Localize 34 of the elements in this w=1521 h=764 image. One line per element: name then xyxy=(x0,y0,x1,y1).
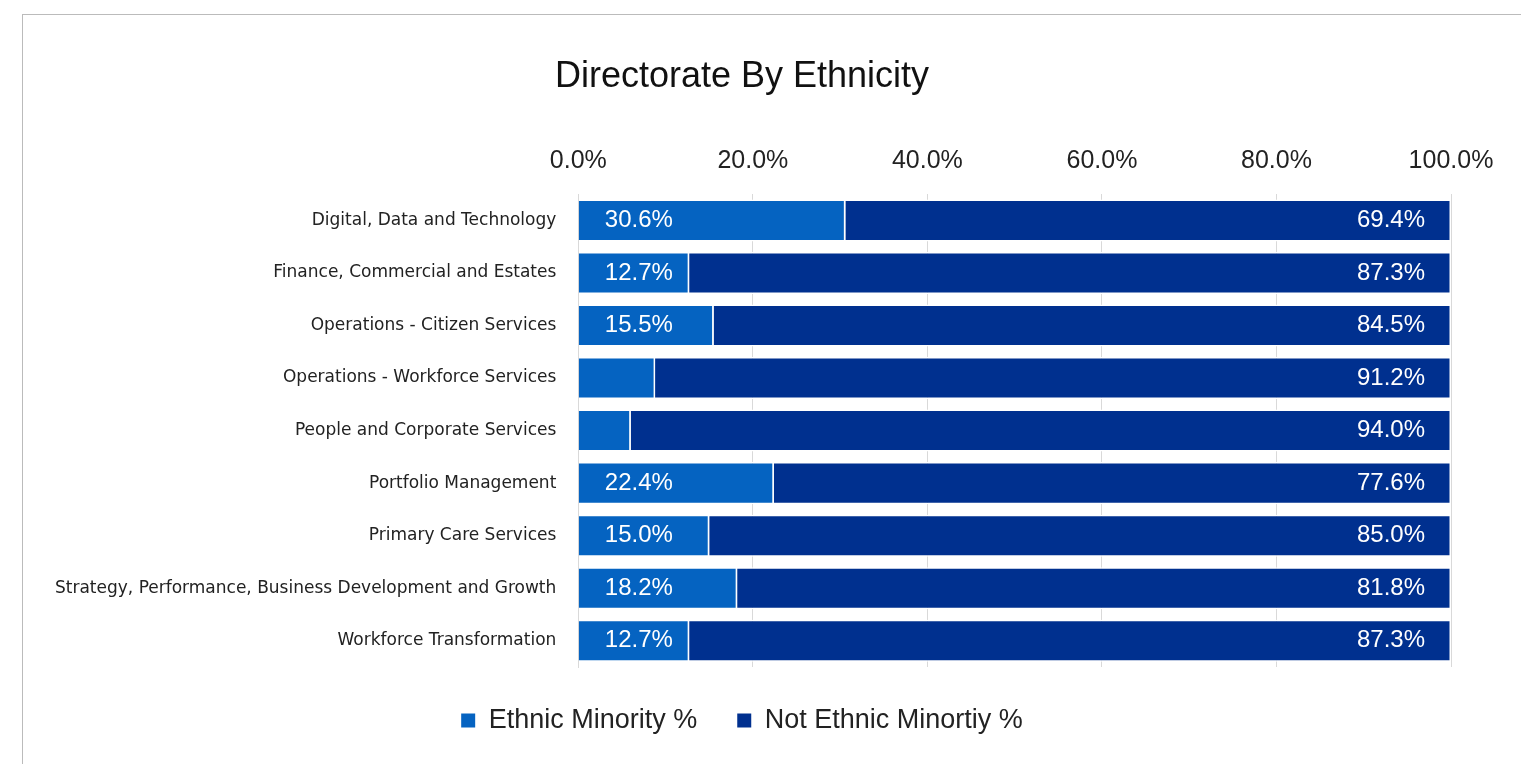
data-label: 94.0% xyxy=(1356,415,1425,443)
data-label: 85.0% xyxy=(1356,520,1425,548)
chart-title: Directorate By Ethnicity xyxy=(554,53,930,95)
y-tick-label: Workforce Transformation xyxy=(337,629,557,650)
data-label: 22.4% xyxy=(604,467,673,495)
y-tick-label: Primary Care Services xyxy=(368,524,557,545)
y-tick-label: Operations - Workforce Services xyxy=(282,366,557,387)
legend-label: Not Ethnic Minortiy % xyxy=(764,703,1023,734)
legend-label: Ethnic Minority % xyxy=(488,703,698,734)
x-tick-label: 60.0% xyxy=(1066,145,1138,174)
x-tick-label: 80.0% xyxy=(1241,145,1312,174)
y-tick-label: Strategy, Performance, Business Development and Growth xyxy=(54,576,557,597)
data-label: 12.7% xyxy=(604,257,673,285)
data-label: 77.6% xyxy=(1356,467,1425,495)
x-tick-label: 100.0% xyxy=(1408,145,1494,174)
data-label: 18.2% xyxy=(604,572,673,600)
data-label: 30.6% xyxy=(604,205,673,233)
data-label: 15.5% xyxy=(604,310,673,338)
y-tick-label: Digital, Data and Technology xyxy=(311,208,557,229)
data-label: 87.3% xyxy=(1356,257,1425,285)
data-label: 87.3% xyxy=(1356,625,1425,653)
data-label: 69.4% xyxy=(1356,205,1425,233)
data-label: 15.0% xyxy=(604,520,673,548)
data-label: 91.2% xyxy=(1356,362,1425,390)
y-tick-label: Portfolio Management xyxy=(368,471,557,492)
data-label: 84.5% xyxy=(1356,310,1425,338)
y-tick-label: Operations - Citizen Services xyxy=(310,313,557,334)
x-tick-label: 40.0% xyxy=(891,145,963,174)
x-tick-label: 20.0% xyxy=(717,145,789,174)
y-tick-label: People and Corporate Services xyxy=(294,419,557,440)
data-label: 81.8% xyxy=(1356,572,1425,600)
data-label: 12.7% xyxy=(604,625,673,653)
x-tick-label: 0.0% xyxy=(549,145,607,174)
y-tick-label: Finance, Commercial and Estates xyxy=(273,261,557,282)
